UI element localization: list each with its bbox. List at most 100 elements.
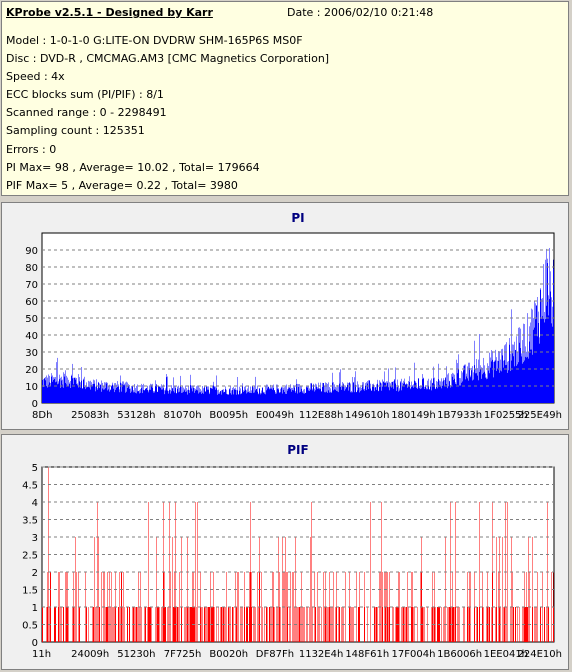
bar <box>524 360 525 403</box>
bar <box>201 607 202 642</box>
bar <box>191 385 192 403</box>
bar <box>329 387 330 403</box>
bar <box>195 502 196 642</box>
bar <box>282 393 283 403</box>
bar <box>282 387 283 403</box>
bar <box>453 607 454 642</box>
bar <box>364 388 365 403</box>
bar <box>94 380 95 403</box>
bar <box>167 607 168 642</box>
bar <box>462 372 463 403</box>
bar <box>183 387 184 403</box>
bar <box>118 386 119 403</box>
bar <box>289 387 290 403</box>
bar <box>299 384 300 403</box>
bar <box>301 386 302 403</box>
bar <box>151 384 152 403</box>
bar <box>46 375 47 403</box>
bar <box>400 382 401 403</box>
y-tick-label: 5 <box>32 463 38 474</box>
bar <box>529 326 530 403</box>
bar <box>290 384 291 403</box>
bar <box>434 377 435 403</box>
bar <box>477 368 478 403</box>
bar <box>184 388 185 403</box>
bar <box>541 298 542 403</box>
bar <box>382 572 383 642</box>
bar <box>244 390 245 403</box>
bar <box>423 378 424 403</box>
bar <box>484 371 485 403</box>
bar <box>316 386 317 403</box>
bar <box>147 390 148 403</box>
bar <box>134 383 135 403</box>
bar <box>123 381 124 403</box>
bar <box>486 379 487 403</box>
bar <box>419 385 420 403</box>
bar <box>333 390 334 403</box>
bar <box>489 373 490 403</box>
bar <box>392 381 393 403</box>
bar <box>191 388 192 403</box>
bar <box>218 389 219 403</box>
bar <box>443 380 444 403</box>
bar <box>538 322 539 403</box>
bar <box>434 384 435 403</box>
bar <box>423 377 424 403</box>
bar <box>77 385 78 403</box>
bar <box>269 607 270 642</box>
bar <box>391 387 392 403</box>
bar <box>437 388 438 403</box>
bar <box>185 391 186 403</box>
bar <box>174 385 175 403</box>
bar <box>107 572 108 642</box>
bar <box>148 502 149 642</box>
bar <box>165 607 166 642</box>
bar <box>64 376 65 403</box>
bar <box>406 607 407 642</box>
bar <box>424 388 425 403</box>
bar <box>280 392 281 403</box>
bar <box>339 607 340 642</box>
bar <box>47 607 48 642</box>
bar <box>473 379 474 403</box>
bar <box>173 391 174 403</box>
bar <box>44 378 45 403</box>
bar <box>413 607 414 642</box>
bar <box>99 607 100 642</box>
bar <box>197 390 198 403</box>
bar <box>256 388 257 403</box>
bar <box>337 385 338 403</box>
bar <box>222 389 223 403</box>
bar <box>173 607 174 642</box>
bar <box>224 392 225 403</box>
bar <box>459 385 460 403</box>
bar <box>133 392 134 403</box>
bar <box>81 380 82 403</box>
bar <box>340 369 341 403</box>
bar <box>156 384 157 403</box>
bar <box>227 394 228 403</box>
bar <box>375 387 376 403</box>
bar <box>511 309 512 403</box>
bar <box>501 349 502 403</box>
bar <box>513 607 514 642</box>
bar <box>374 391 375 403</box>
bar <box>82 388 83 403</box>
bar <box>477 607 478 642</box>
bar <box>125 392 126 403</box>
bar <box>514 341 515 403</box>
bar <box>409 382 410 403</box>
bar <box>186 388 187 403</box>
x-tick-label: 17F004h <box>392 649 436 660</box>
bar <box>213 607 214 642</box>
bar <box>59 379 60 403</box>
y-tick-label: 0 <box>32 399 38 410</box>
bar <box>498 361 499 403</box>
bar <box>135 388 136 403</box>
bar <box>65 382 66 403</box>
bar <box>468 362 469 403</box>
bar <box>253 387 254 403</box>
bar <box>296 379 297 403</box>
bar <box>172 388 173 403</box>
